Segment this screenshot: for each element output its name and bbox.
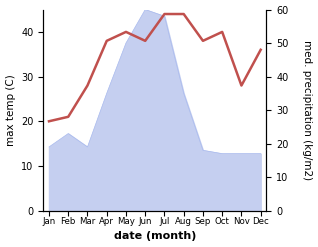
Y-axis label: max temp (C): max temp (C) [5, 74, 16, 146]
Y-axis label: med. precipitation (kg/m2): med. precipitation (kg/m2) [302, 40, 313, 180]
X-axis label: date (month): date (month) [114, 231, 196, 242]
